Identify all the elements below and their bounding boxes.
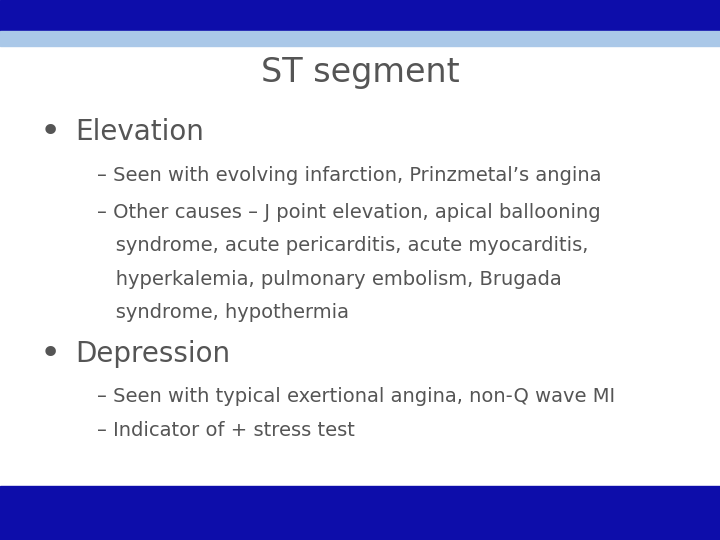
Text: •: • — [40, 337, 61, 370]
Bar — [0, 486, 720, 540]
Text: – Other causes – J point elevation, apical ballooning: – Other causes – J point elevation, apic… — [97, 202, 600, 222]
Text: – Indicator of + stress test: – Indicator of + stress test — [97, 421, 355, 440]
Bar — [0, 0, 720, 31]
Text: – Seen with evolving infarction, Prinzmetal’s angina: – Seen with evolving infarction, Prinzme… — [97, 166, 602, 185]
Text: Elevation: Elevation — [76, 118, 204, 146]
Text: Depression: Depression — [76, 340, 230, 368]
Text: syndrome, hypothermia: syndrome, hypothermia — [97, 303, 349, 322]
Text: ST segment: ST segment — [261, 56, 459, 90]
Text: – Seen with typical exertional angina, non-Q wave MI: – Seen with typical exertional angina, n… — [97, 387, 616, 407]
Text: hyperkalemia, pulmonary embolism, Brugada: hyperkalemia, pulmonary embolism, Brugad… — [97, 269, 562, 289]
Text: syndrome, acute pericarditis, acute myocarditis,: syndrome, acute pericarditis, acute myoc… — [97, 236, 588, 255]
Text: •: • — [40, 116, 61, 149]
Bar — [0, 31, 720, 46]
